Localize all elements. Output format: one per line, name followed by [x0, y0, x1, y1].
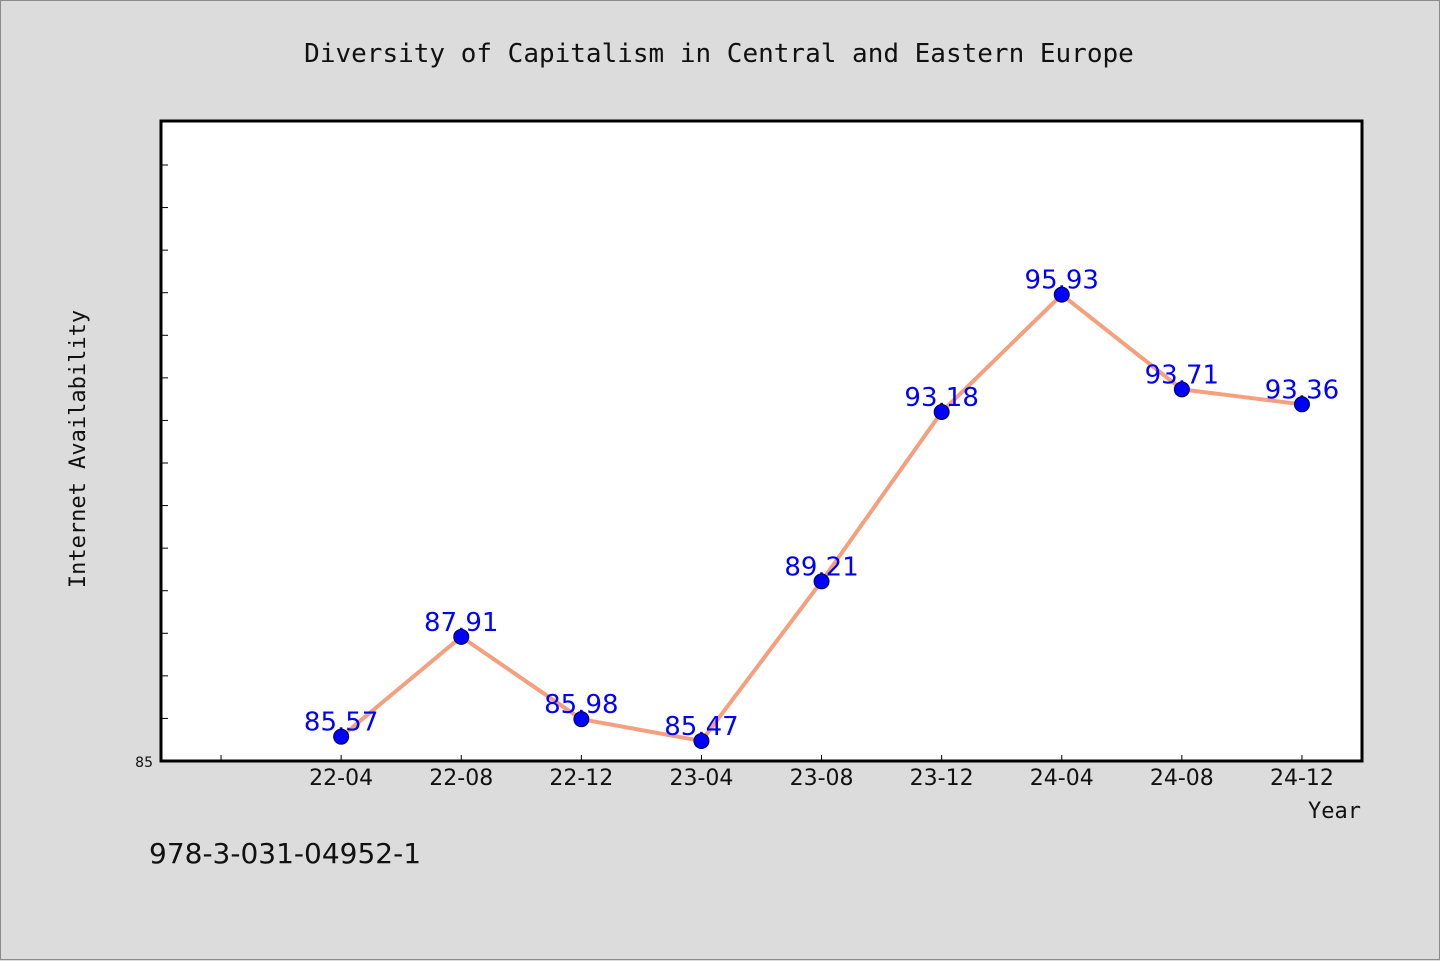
x-tick-label: 24-04	[1030, 766, 1094, 791]
x-axis-ticks: 22-04 22-08 22-12 23-04 23-08 23-12 24-04 24-08…	[220, 755, 1334, 791]
x-tick-label: 24-08	[1150, 766, 1214, 791]
y-axis-title: Internet Availability	[66, 310, 91, 588]
footer-code: 978-3-031-04952-1	[149, 837, 421, 870]
data-point[interactable]	[573, 711, 590, 728]
x-tick-label: 22-04	[309, 766, 373, 791]
y-axis-ticks: 85	[135, 164, 168, 771]
x-tick-label: 22-08	[429, 766, 493, 791]
data-point[interactable]	[813, 573, 830, 590]
data-point[interactable]	[1293, 396, 1310, 413]
data-point[interactable]	[1053, 286, 1070, 303]
data-point[interactable]	[453, 628, 470, 645]
data-point[interactable]	[333, 728, 350, 745]
x-tick-label: 23-08	[790, 766, 854, 791]
plot-area	[159, 119, 1364, 763]
x-tick-label: 23-12	[910, 766, 974, 791]
x-axis-title: Year	[1308, 799, 1361, 824]
x-tick-label: 24-12	[1270, 766, 1334, 791]
series-group: 85.5787.9185.9885.4789.2193.1895.9393.71…	[304, 266, 1339, 749]
chart-title: Diversity of Capitalism in Central and E…	[304, 39, 1134, 69]
data-point[interactable]	[693, 732, 710, 749]
x-tick-label: 22-12	[549, 766, 613, 791]
y-tick-label: 85	[135, 755, 153, 771]
x-tick-label: 23-04	[669, 766, 733, 791]
data-point[interactable]	[1173, 381, 1190, 398]
data-point[interactable]	[933, 403, 950, 420]
